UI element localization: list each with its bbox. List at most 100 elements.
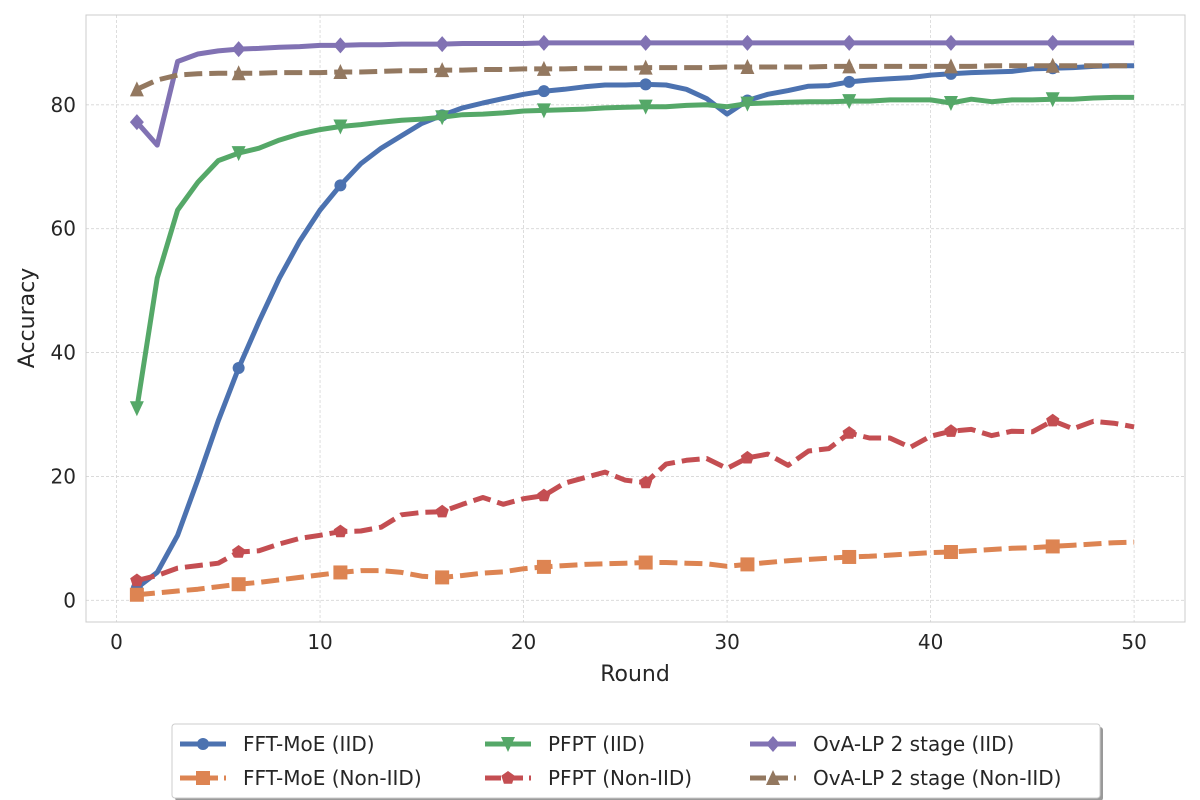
data-point-marker <box>231 41 246 58</box>
series-line <box>135 63 1135 92</box>
data-point-marker <box>740 450 755 464</box>
data-point-marker <box>333 524 348 538</box>
data-point-marker <box>435 504 449 518</box>
data-point-marker <box>842 58 857 74</box>
series-line <box>136 539 1135 598</box>
data-point-marker <box>231 65 246 81</box>
data-point-marker <box>740 557 755 572</box>
series-lines <box>129 34 1135 602</box>
data-point-marker <box>1045 92 1060 108</box>
x-tick-label: 50 <box>1121 630 1146 654</box>
data-point-marker <box>638 59 653 75</box>
data-point-marker <box>842 426 856 439</box>
legend-entry: FFT-MoE (IID) <box>180 732 375 756</box>
legend-entry: OvA-LP 2 stage (IID) <box>750 732 1014 756</box>
data-point-marker <box>1045 539 1060 554</box>
legend-label: OvA-LP 2 stage (IID) <box>813 732 1014 756</box>
data-point-marker <box>740 96 755 112</box>
data-point-marker <box>638 34 653 51</box>
data-point-marker <box>536 103 551 119</box>
y-axis-ticks: 0 20 40 60 80 <box>51 93 76 613</box>
series-5 <box>129 57 1135 97</box>
data-point-marker <box>129 587 144 602</box>
data-point-marker <box>842 34 857 51</box>
y-tick-label: 40 <box>51 341 76 365</box>
data-point-marker <box>842 549 857 564</box>
y-axis-label: Accuracy <box>15 268 40 368</box>
x-axis-ticks: 0 10 20 30 40 50 <box>110 630 1147 654</box>
data-point-marker <box>943 34 958 51</box>
legend-label: PFPT (Non-IID) <box>548 766 692 790</box>
series-3 <box>130 413 1135 587</box>
data-point-marker <box>638 555 653 570</box>
legend-entry: OvA-LP 2 stage (Non-IID) <box>750 766 1061 790</box>
data-point-marker <box>740 34 755 51</box>
legend-box <box>171 723 1101 799</box>
series-line <box>136 418 1135 583</box>
data-point-marker <box>333 63 348 79</box>
legend-marker <box>766 736 780 752</box>
x-tick-label: 30 <box>714 630 739 654</box>
series-1 <box>129 539 1135 602</box>
data-point-marker <box>537 488 551 502</box>
data-point-marker <box>232 545 246 558</box>
data-point-marker <box>231 146 246 162</box>
data-point-marker <box>842 94 857 110</box>
data-point-marker <box>943 95 958 111</box>
y-tick-label: 20 <box>51 464 76 488</box>
data-point-marker <box>435 570 450 585</box>
x-tick-label: 40 <box>918 630 943 654</box>
legend: FFT-MoE (IID) PFPT (IID) OvA-LP 2 stage (I… <box>171 723 1103 800</box>
data-point-marker <box>232 362 245 375</box>
data-point-marker <box>435 110 450 126</box>
data-point-marker <box>129 114 144 131</box>
data-point-marker <box>944 424 958 437</box>
legend-entry: PFPT (Non-IID) <box>485 766 692 790</box>
data-point-marker <box>129 81 144 97</box>
legend-marker <box>766 770 780 785</box>
data-point-marker <box>537 85 550 98</box>
data-point-marker <box>334 179 347 192</box>
plot-frame <box>85 14 1186 623</box>
legend-entry: FFT-MoE (Non-IID) <box>180 766 422 790</box>
series-2 <box>129 92 1135 417</box>
data-point-marker <box>435 36 450 53</box>
data-point-marker <box>536 34 551 51</box>
y-tick-label: 80 <box>51 93 76 117</box>
data-point-marker <box>1045 34 1060 51</box>
legend-marker <box>197 738 209 750</box>
data-point-marker <box>943 58 958 74</box>
legend-label: FFT-MoE (Non-IID) <box>243 766 422 790</box>
data-point-marker <box>843 75 856 88</box>
y-tick-label: 60 <box>51 217 76 241</box>
x-tick-label: 0 <box>110 630 123 654</box>
data-point-marker <box>130 573 144 587</box>
data-point-marker <box>435 62 450 78</box>
x-tick-label: 10 <box>307 630 332 654</box>
data-point-marker <box>639 475 653 489</box>
data-point-marker <box>536 559 551 574</box>
legend-marker <box>501 737 515 752</box>
data-point-marker <box>1046 413 1060 427</box>
y-tick-label: 0 <box>63 588 76 612</box>
data-point-marker <box>943 545 958 560</box>
legend-marker <box>501 771 515 784</box>
legend-label: PFPT (IID) <box>548 732 645 756</box>
legend-label: FFT-MoE (IID) <box>243 732 375 756</box>
data-point-marker <box>1045 57 1060 73</box>
data-point-marker <box>638 99 653 115</box>
data-point-marker <box>333 37 348 54</box>
legend-marker <box>196 771 210 785</box>
data-point-marker <box>740 59 755 75</box>
data-point-marker <box>333 119 348 135</box>
data-point-marker <box>231 577 246 592</box>
series-line <box>134 94 1135 409</box>
x-tick-label: 20 <box>511 630 536 654</box>
legend-label: OvA-LP 2 stage (Non-IID) <box>813 766 1061 790</box>
series-4 <box>129 34 1135 148</box>
data-point-marker <box>129 401 144 417</box>
legend-entry: PFPT (IID) <box>485 732 645 756</box>
x-axis-label: Round <box>600 662 670 687</box>
series-line <box>135 63 1135 590</box>
